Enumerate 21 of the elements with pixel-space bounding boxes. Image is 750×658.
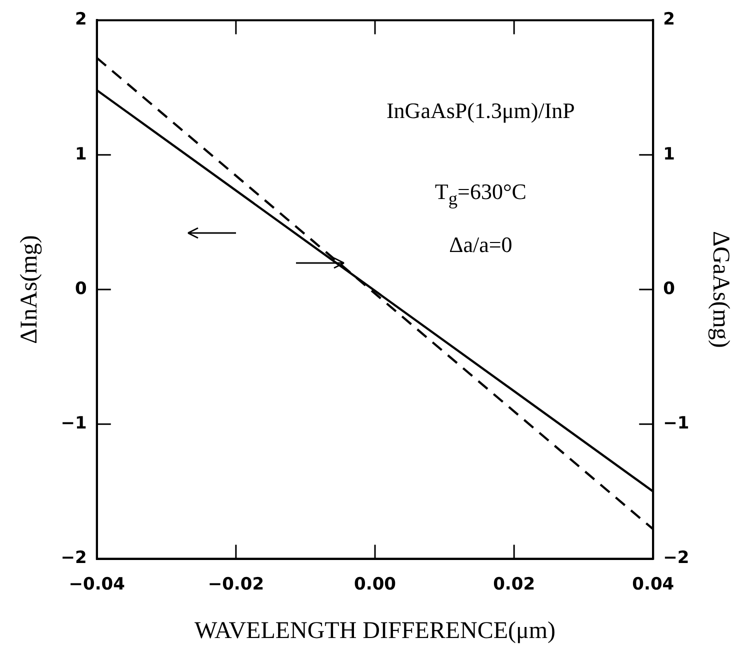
x-tick-label: 0.00 — [354, 574, 396, 594]
y2-tick-label: 2 — [663, 10, 675, 30]
x-tick-label: −0.04 — [68, 574, 126, 594]
y-tick-label: 1 — [75, 144, 87, 164]
annotation: Δa/a=0 — [449, 232, 512, 258]
y-tick-label: −2 — [60, 548, 87, 568]
y-axis-title: ΔInAs(mg) — [16, 235, 43, 344]
y-tick-label: 2 — [75, 10, 87, 30]
y2-tick-label: −1 — [663, 414, 690, 434]
x-tick-label: −0.02 — [208, 574, 264, 594]
x-tick-label: 0.04 — [632, 574, 674, 594]
y2-tick-label: −2 — [663, 548, 690, 568]
annotation: T$_{g}$=630°C — [434, 178, 526, 209]
y-tick-label: 0 — [75, 278, 88, 299]
x-axis-title: WAVELENGTH DIFFERENCE(μm) — [194, 618, 556, 644]
x-tick-label: 0.02 — [493, 574, 536, 594]
y2-axis-title: ΔGaAs(mg) — [707, 231, 734, 348]
y-tick-label: −1 — [60, 414, 87, 434]
annotation: InGaAsP(1.3μm)/InP — [386, 98, 575, 124]
y2-tick-label: 0 — [663, 278, 676, 299]
y2-tick-label: 1 — [663, 144, 675, 164]
